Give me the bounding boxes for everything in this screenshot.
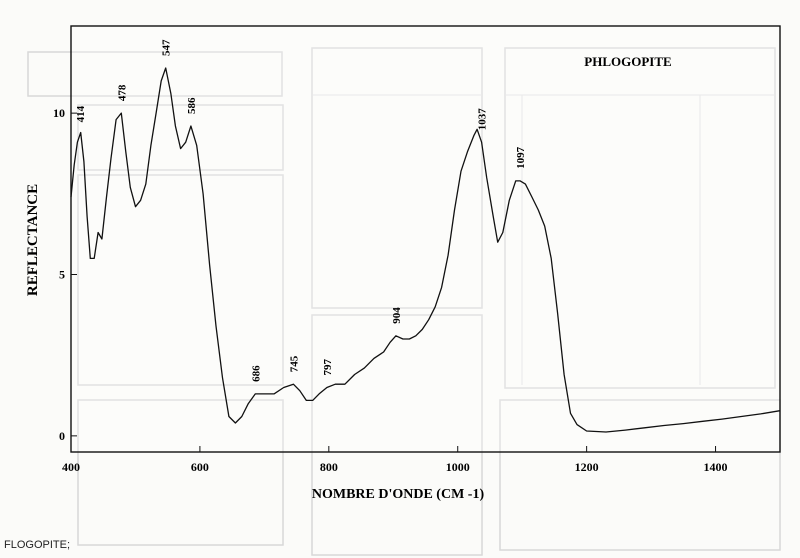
peak-label: 586 — [186, 97, 198, 114]
x-tick-label: 600 — [191, 460, 209, 474]
y-axis-label: REFLECTANCE — [25, 184, 41, 296]
x-tick-label: 400 — [62, 460, 80, 474]
x-axis-label: NOMBRE D'ONDE (CM -1) — [312, 487, 485, 502]
peak-label: 1037 — [477, 108, 489, 131]
peak-label: 745 — [288, 355, 300, 372]
x-tick-label: 800 — [320, 460, 338, 474]
peak-label: 547 — [161, 39, 173, 56]
peak-label: 1097 — [515, 146, 527, 169]
plot-area — [70, 25, 781, 453]
peak-label: 904 — [391, 307, 403, 324]
x-tick-label: 1200 — [575, 460, 599, 474]
sample-caption: FLOGOPITE; — [4, 539, 71, 551]
x-tick-label: 1400 — [704, 460, 728, 474]
y-tick-label: 5 — [59, 268, 65, 282]
peak-label: 797 — [322, 359, 334, 376]
chart-title: PHLOGOPITE — [584, 54, 671, 69]
x-tick-label: 1000 — [446, 460, 470, 474]
peak-label: 686 — [250, 365, 262, 382]
spectrum-line — [70, 67, 781, 433]
peak-label: 414 — [75, 105, 87, 122]
peak-label: 478 — [116, 84, 128, 101]
y-tick-label: 0 — [59, 429, 65, 443]
y-tick-label: 10 — [53, 106, 65, 120]
